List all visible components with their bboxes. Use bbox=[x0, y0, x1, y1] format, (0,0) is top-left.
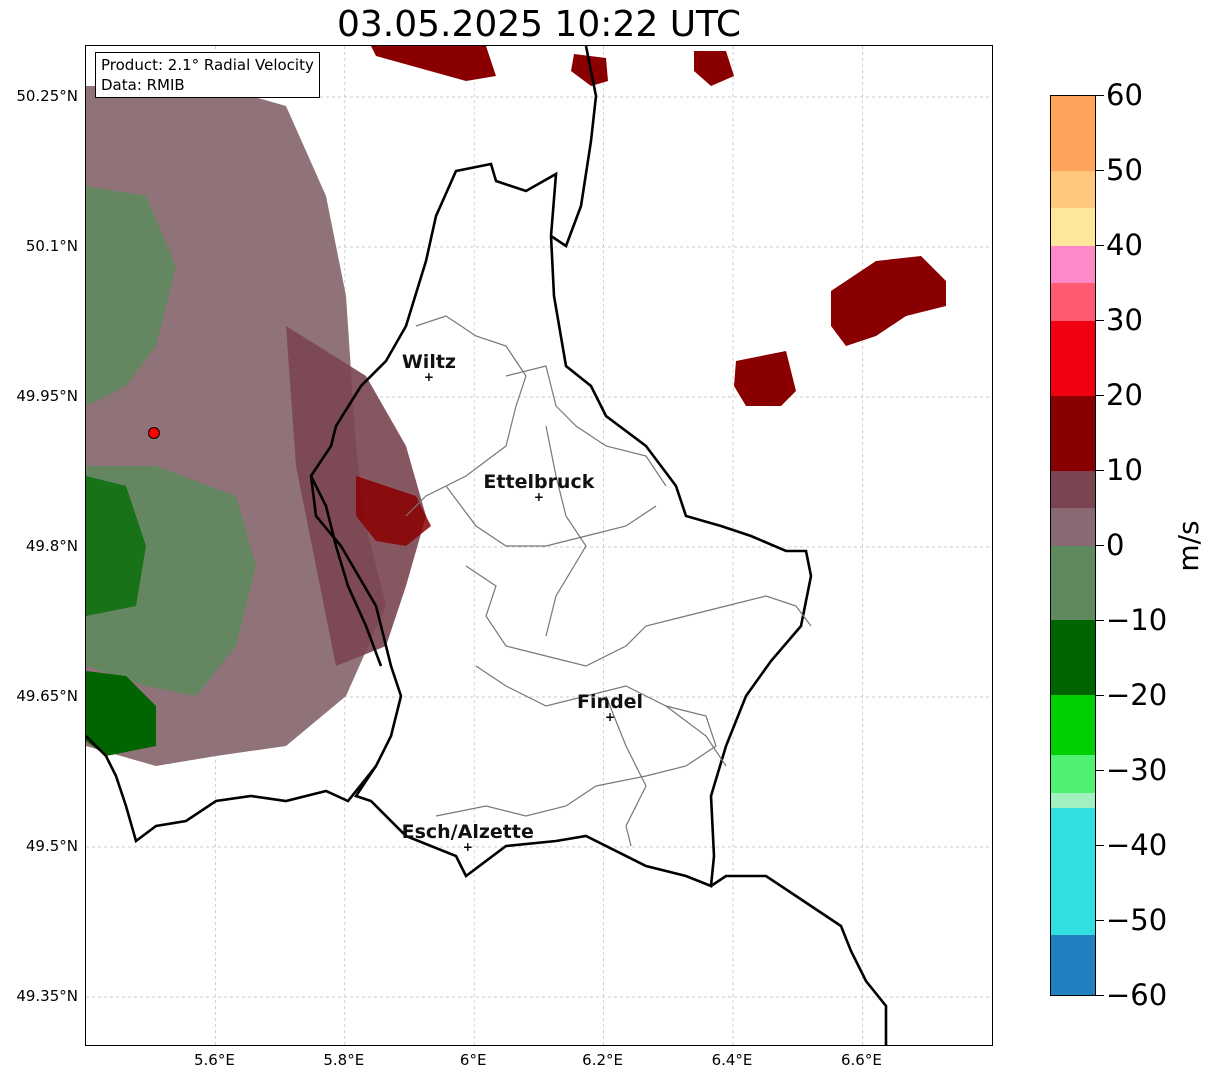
country-border-west bbox=[86, 735, 378, 844]
colorbar-band bbox=[1051, 320, 1095, 397]
colorbar-tick-label: −10 bbox=[1106, 603, 1168, 637]
colorbar-tick-label: −60 bbox=[1106, 978, 1168, 1012]
colorbar-band bbox=[1051, 96, 1095, 172]
colorbar-band bbox=[1051, 508, 1095, 547]
colorbar-tick bbox=[1096, 320, 1104, 321]
city-findel: +Findel bbox=[577, 691, 643, 724]
colorbar-tick bbox=[1096, 95, 1104, 96]
radar-site-marker bbox=[147, 427, 160, 439]
colorbar-tick bbox=[1096, 170, 1104, 171]
colorbar-tick bbox=[1096, 545, 1104, 546]
colorbar-tick-label: 20 bbox=[1106, 378, 1143, 412]
lat-tick-label: 50.25°N bbox=[16, 87, 78, 105]
echo-field-darkgreen-west bbox=[86, 476, 146, 616]
colorbar-tick bbox=[1096, 245, 1104, 246]
colorbar-band bbox=[1051, 545, 1095, 584]
lat-tick-label: 49.65°N bbox=[16, 687, 78, 705]
colorbar-unit: m/s bbox=[1172, 520, 1206, 572]
colorbar-band bbox=[1051, 792, 1095, 809]
colorbar-band bbox=[1051, 208, 1095, 247]
colorbar-tick-label: −40 bbox=[1106, 828, 1168, 862]
city-esch-alzette: +Esch/Alzette bbox=[402, 821, 534, 854]
country-border-luxembourg bbox=[309, 162, 813, 888]
lat-tick-label: 49.8°N bbox=[25, 537, 78, 555]
city-label: Ettelbruck bbox=[483, 471, 594, 493]
colorbar-tick bbox=[1096, 770, 1104, 771]
echo-cell-north-1 bbox=[371, 46, 496, 81]
country-border-west-belgium bbox=[309, 475, 383, 667]
info-box: Product: 2.1° Radial Velocity Data: RMIB bbox=[95, 52, 320, 98]
colorbar-band bbox=[1051, 470, 1095, 510]
colorbar-tick-label: −30 bbox=[1106, 753, 1168, 787]
colorbar-band bbox=[1051, 245, 1095, 285]
colorbar-tick-label: 60 bbox=[1106, 78, 1143, 112]
lon-tick-label: 5.8°E bbox=[323, 1051, 365, 1069]
colorbar-band bbox=[1051, 807, 1095, 937]
colorbar-band bbox=[1051, 935, 1095, 995]
echo-cell-northeast bbox=[831, 256, 946, 346]
lat-tick-label: 49.95°N bbox=[16, 387, 78, 405]
lon-tick-label: 6°E bbox=[459, 1051, 487, 1069]
echo-cell-east bbox=[734, 351, 796, 406]
echo-field-darkred-cluster bbox=[356, 476, 431, 546]
lat-tick-label: 49.35°N bbox=[16, 987, 78, 1005]
map-canvas: +Wiltz+Ettelbruck+Findel+Esch/Alzette bbox=[86, 46, 992, 1045]
country-border-east bbox=[710, 874, 888, 1045]
colorbar-band bbox=[1051, 170, 1095, 210]
colorbar-tick bbox=[1096, 920, 1104, 921]
lat-tick-label: 49.5°N bbox=[25, 837, 78, 855]
colorbar-tick bbox=[1096, 620, 1104, 621]
data-source-label: Data: RMIB bbox=[101, 76, 185, 94]
canton-borders bbox=[405, 315, 812, 847]
city-marker-icon: + bbox=[605, 710, 615, 724]
lon-tick-label: 5.6°E bbox=[193, 1051, 235, 1069]
colorbar-tick bbox=[1096, 845, 1104, 846]
colorbar-tick-label: −50 bbox=[1106, 903, 1168, 937]
city-marker-icon: + bbox=[424, 370, 434, 384]
colorbar-tick-label: 40 bbox=[1106, 228, 1143, 262]
map-title: 03.05.2025 10:22 UTC bbox=[336, 4, 742, 45]
product-label: Product: 2.1° Radial Velocity bbox=[101, 56, 314, 74]
colorbar-band bbox=[1051, 395, 1095, 472]
lon-tick-label: 6.6°E bbox=[840, 1051, 882, 1069]
colorbar-band bbox=[1051, 620, 1095, 697]
lat-tick-label: 50.1°N bbox=[25, 237, 78, 255]
country-border-north bbox=[550, 46, 598, 248]
lon-tick-label: 6.4°E bbox=[711, 1051, 753, 1069]
borders bbox=[86, 46, 888, 1045]
colorbar-tick-label: 30 bbox=[1106, 303, 1143, 337]
radar-map[interactable]: + Wiltz + Ettelbruck + Findel + Esch/Alzette bbox=[85, 45, 993, 1046]
city-label: Findel bbox=[577, 691, 643, 713]
city-ettelbruck: +Ettelbruck bbox=[483, 471, 594, 504]
colorbar-tick bbox=[1096, 995, 1104, 996]
colorbar-tick-label: 10 bbox=[1106, 453, 1143, 487]
colorbar-band bbox=[1051, 582, 1095, 622]
echo-field-darkgreen-sw bbox=[86, 671, 156, 756]
lon-tick-label: 6.2°E bbox=[582, 1051, 624, 1069]
colorbar-band bbox=[1051, 283, 1095, 322]
colorbar-tick-label: −20 bbox=[1106, 678, 1168, 712]
city-markers: +Wiltz+Ettelbruck+Findel+Esch/Alzette bbox=[402, 351, 643, 854]
colorbar-tick-label: 0 bbox=[1106, 528, 1125, 562]
colorbar-tick-label: 50 bbox=[1106, 153, 1143, 187]
colorbar bbox=[1050, 95, 1096, 996]
echo-field-sage-north bbox=[86, 186, 176, 406]
city-wiltz: +Wiltz bbox=[402, 351, 456, 384]
city-label: Esch/Alzette bbox=[402, 821, 534, 843]
colorbar-band bbox=[1051, 755, 1095, 794]
city-marker-icon: + bbox=[463, 840, 473, 854]
city-marker-icon: + bbox=[534, 490, 544, 504]
colorbar-tick bbox=[1096, 695, 1104, 696]
colorbar-band bbox=[1051, 695, 1095, 757]
echo-cell-north-3 bbox=[694, 51, 734, 86]
colorbar-tick bbox=[1096, 470, 1104, 471]
city-label: Wiltz bbox=[402, 351, 456, 373]
colorbar-tick bbox=[1096, 395, 1104, 396]
radar-echoes bbox=[86, 46, 946, 766]
